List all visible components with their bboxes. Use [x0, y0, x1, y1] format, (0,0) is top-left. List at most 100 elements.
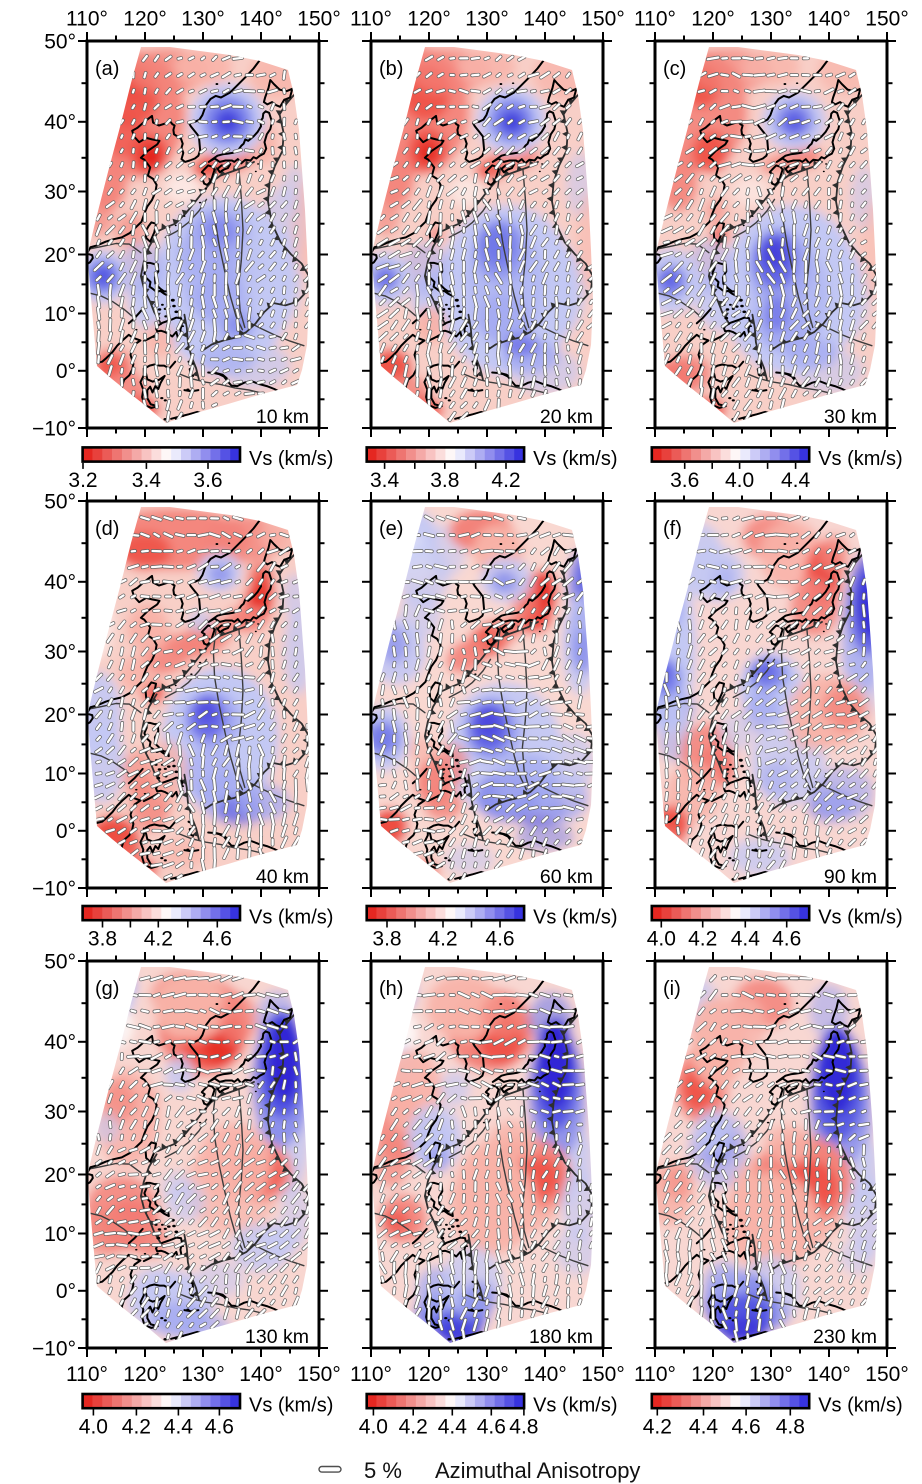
svg-text:130°: 130° — [181, 8, 224, 31]
svg-text:(i): (i) — [663, 978, 681, 1000]
svg-text:130°: 130° — [749, 8, 792, 31]
svg-text:110°: 110° — [350, 8, 392, 31]
svg-text:3.6: 3.6 — [670, 469, 699, 492]
svg-text:4.6: 4.6 — [485, 928, 514, 951]
svg-text:4.4: 4.4 — [689, 1416, 719, 1439]
svg-text:0°: 0° — [56, 360, 76, 383]
svg-text:20°: 20° — [44, 1164, 76, 1187]
svg-text:(d): (d) — [95, 518, 119, 540]
svg-text:4.4: 4.4 — [438, 1416, 468, 1439]
svg-text:4.2: 4.2 — [144, 928, 173, 951]
svg-text:130°: 130° — [465, 1363, 508, 1386]
svg-text:4.2: 4.2 — [643, 1416, 672, 1439]
svg-text:30 km: 30 km — [824, 406, 877, 428]
svg-text:4.6: 4.6 — [772, 928, 801, 951]
svg-text:4.0: 4.0 — [79, 1416, 108, 1439]
svg-text:40°: 40° — [44, 1031, 76, 1054]
svg-text:150°: 150° — [297, 1363, 340, 1386]
svg-text:4.4: 4.4 — [164, 1416, 194, 1439]
svg-text:130°: 130° — [465, 8, 508, 31]
svg-text:3.2: 3.2 — [68, 469, 97, 492]
svg-text:(e): (e) — [379, 518, 403, 540]
svg-text:150°: 150° — [297, 8, 340, 31]
svg-text:5 %: 5 % — [364, 1458, 402, 1483]
svg-text:10 km: 10 km — [256, 406, 309, 428]
svg-text:4.0: 4.0 — [359, 1416, 388, 1439]
svg-text:20°: 20° — [44, 244, 76, 267]
svg-text:40°: 40° — [44, 571, 76, 594]
svg-text:20°: 20° — [44, 704, 76, 727]
svg-text:140°: 140° — [807, 8, 850, 31]
svg-text:40 km: 40 km — [256, 866, 309, 888]
svg-text:Vs (km/s): Vs (km/s) — [818, 448, 902, 470]
svg-text:4.0: 4.0 — [647, 928, 676, 951]
svg-text:140°: 140° — [239, 8, 282, 31]
svg-text:4.2: 4.2 — [428, 928, 457, 951]
svg-text:3.8: 3.8 — [372, 928, 401, 951]
svg-text:Vs (km/s): Vs (km/s) — [249, 448, 333, 470]
svg-text:230 km: 230 km — [813, 1326, 877, 1348]
svg-text:4.6: 4.6 — [731, 1416, 760, 1439]
svg-text:(a): (a) — [95, 58, 119, 80]
svg-text:10°: 10° — [44, 303, 76, 326]
svg-text:120°: 120° — [123, 8, 166, 31]
svg-text:140°: 140° — [239, 1363, 282, 1386]
svg-text:4.6: 4.6 — [205, 1416, 234, 1439]
svg-text:4.8: 4.8 — [776, 1416, 805, 1439]
svg-text:10°: 10° — [44, 763, 76, 786]
svg-text:4.0: 4.0 — [725, 469, 754, 492]
svg-text:30°: 30° — [44, 1101, 76, 1124]
svg-text:3.6: 3.6 — [193, 469, 222, 492]
svg-text:120°: 120° — [407, 8, 450, 31]
svg-text:Vs (km/s): Vs (km/s) — [533, 1395, 617, 1417]
svg-text:120°: 120° — [691, 8, 734, 31]
svg-text:4.8: 4.8 — [509, 1416, 538, 1439]
svg-text:150°: 150° — [581, 1363, 624, 1386]
svg-text:Vs (km/s): Vs (km/s) — [249, 907, 333, 929]
svg-text:150°: 150° — [865, 8, 908, 31]
svg-text:60 km: 60 km — [540, 866, 593, 888]
svg-text:3.8: 3.8 — [430, 469, 459, 492]
svg-text:Vs (km/s): Vs (km/s) — [818, 1395, 902, 1417]
svg-text:150°: 150° — [581, 8, 624, 31]
svg-text:−10°: −10° — [32, 1337, 76, 1360]
svg-text:140°: 140° — [523, 1363, 566, 1386]
svg-text:90 km: 90 km — [824, 866, 877, 888]
svg-text:−10°: −10° — [32, 877, 76, 900]
svg-text:4.2: 4.2 — [399, 1416, 428, 1439]
svg-text:4.4: 4.4 — [781, 469, 811, 492]
svg-text:50°: 50° — [44, 490, 76, 513]
svg-text:−10°: −10° — [32, 417, 76, 440]
svg-text:110°: 110° — [634, 8, 676, 31]
svg-text:4.4: 4.4 — [731, 928, 761, 951]
svg-text:0°: 0° — [56, 1280, 76, 1303]
svg-text:4.2: 4.2 — [122, 1416, 151, 1439]
svg-text:120°: 120° — [691, 1363, 734, 1386]
svg-text:Vs (km/s): Vs (km/s) — [533, 448, 617, 470]
svg-text:30°: 30° — [44, 641, 76, 664]
svg-text:(g): (g) — [95, 978, 119, 1000]
svg-text:130°: 130° — [181, 1363, 224, 1386]
svg-text:110°: 110° — [350, 1363, 392, 1386]
svg-text:3.4: 3.4 — [132, 469, 162, 492]
svg-text:Azimuthal Anisotropy: Azimuthal Anisotropy — [435, 1458, 640, 1483]
svg-text:140°: 140° — [807, 1363, 850, 1386]
svg-text:120°: 120° — [123, 1363, 166, 1386]
svg-text:30°: 30° — [44, 181, 76, 204]
svg-text:120°: 120° — [407, 1363, 450, 1386]
svg-text:180 km: 180 km — [529, 1326, 593, 1348]
svg-text:4.2: 4.2 — [688, 928, 717, 951]
svg-text:4.6: 4.6 — [203, 928, 232, 951]
svg-text:Vs (km/s): Vs (km/s) — [533, 907, 617, 929]
svg-text:4.2: 4.2 — [491, 469, 520, 492]
svg-text:130°: 130° — [749, 1363, 792, 1386]
svg-text:50°: 50° — [44, 950, 76, 973]
svg-text:110°: 110° — [66, 8, 108, 31]
svg-text:3.8: 3.8 — [88, 928, 117, 951]
svg-text:Vs (km/s): Vs (km/s) — [818, 907, 902, 929]
svg-text:Vs (km/s): Vs (km/s) — [249, 1395, 333, 1417]
svg-text:20 km: 20 km — [540, 406, 593, 428]
svg-text:(b): (b) — [379, 58, 403, 80]
svg-text:(c): (c) — [663, 58, 686, 80]
svg-text:50°: 50° — [44, 30, 76, 53]
